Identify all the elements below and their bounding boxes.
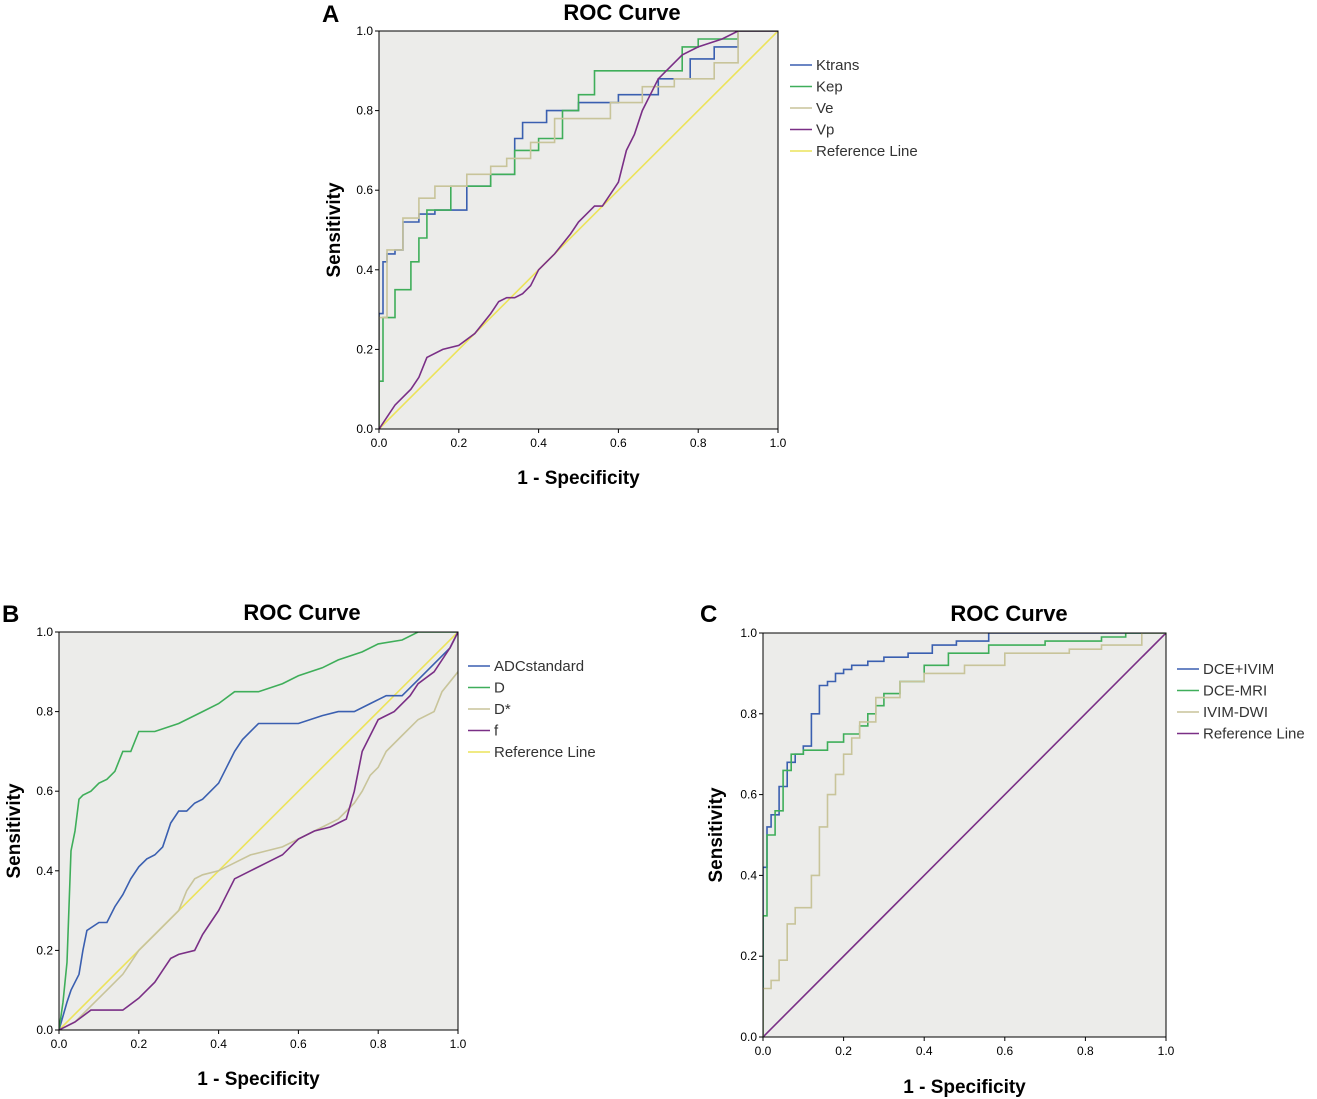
y-tick-label: 0.4 <box>36 864 53 878</box>
legend-entry: IVIM-DWI <box>1203 704 1268 721</box>
x-tick-label: 0.4 <box>210 1037 227 1051</box>
plot-frame <box>58 631 459 1031</box>
legend-entry: Vp <box>816 122 834 139</box>
legend-entry: DCE-MRI <box>1203 683 1267 700</box>
legend-entry: Ve <box>816 100 834 117</box>
series-group <box>763 633 1166 1037</box>
y-tick-label: 0.2 <box>740 949 757 963</box>
y-tick-label: 0.8 <box>36 705 53 719</box>
x-tick-label: 0.8 <box>370 1037 387 1051</box>
y-tick-label: 0.6 <box>36 784 53 798</box>
series-line-reference-line <box>379 31 778 429</box>
x-tick-label: 0.0 <box>51 1037 68 1051</box>
legend: DCE+IVIM DCE-MRI IVIM-DWI Reference Line <box>1177 661 1305 743</box>
x-tick-label: 0.8 <box>690 436 707 450</box>
legend-entry: Reference Line <box>494 744 596 761</box>
legend-entry: D* <box>494 701 511 718</box>
y-tick-label: 0.2 <box>36 943 53 957</box>
legend-entry: ADCstandard <box>494 658 584 675</box>
chart-panel-b: B ROC Curve 0.00.0 0.2 0.2 0.4 0.4 0.6 0.6 0.8 0.8… <box>2 600 596 1090</box>
x-tick-label: 1.0 <box>770 436 787 450</box>
y-tick-label: 0.0 <box>356 422 373 436</box>
x-tick-label: 0.2 <box>130 1037 147 1051</box>
x-tick-label: 1.0 <box>450 1037 467 1051</box>
x-tick-label: 0.8 <box>1077 1044 1094 1058</box>
y-tick-label: 0.4 <box>356 263 373 277</box>
legend-entry: f <box>494 723 499 740</box>
y-tick-label: 1.0 <box>36 625 53 639</box>
x-tick-label: 1.0 <box>1158 1044 1175 1058</box>
y-tick-label: 1.0 <box>356 24 373 38</box>
series-line-dce-ivim <box>763 633 1166 1037</box>
x-axis-label: 1 - Specificity <box>197 1069 320 1090</box>
chart-panel-a: A ROC Curve 0.00.0 0.2 0.2 0.4 0.4 0.6 0.6 0.8 0.8… <box>322 0 918 489</box>
y-tick-label: 0.2 <box>356 342 373 356</box>
x-tick-label: 0.0 <box>755 1044 772 1058</box>
series-line-vp <box>379 31 778 429</box>
series-line-d <box>59 632 458 1030</box>
plot-frame <box>378 30 779 430</box>
series-line-reference-line <box>59 632 458 1030</box>
y-axis-label: Sensitivity <box>4 783 25 878</box>
y-axis-label: Sensitivity <box>706 787 727 882</box>
plot-frame <box>762 632 1167 1038</box>
x-tick-label: 0.4 <box>530 436 547 450</box>
x-tick-label: 0.6 <box>996 1044 1013 1058</box>
legend-entry: D <box>494 680 505 697</box>
y-tick-label: 0.8 <box>356 104 373 118</box>
panel-letter: B <box>2 601 19 628</box>
y-tick-label: 0.8 <box>740 707 757 721</box>
series-line-kep <box>379 31 778 429</box>
x-axis-label: 1 - Specificity <box>517 468 640 489</box>
y-tick-label: 0.6 <box>356 183 373 197</box>
legend: ADCstandard D D* f Reference Line <box>468 658 596 761</box>
legend-entry: Kep <box>816 79 843 96</box>
series-line-dce-mri <box>763 633 1166 1037</box>
chart-title: ROC Curve <box>563 0 680 25</box>
series-line-reference-line <box>763 633 1166 1037</box>
panel-letter: C <box>700 601 717 628</box>
x-tick-label: 0.4 <box>916 1044 933 1058</box>
y-tick-label: 0.4 <box>740 868 757 882</box>
y-axis-label: Sensitivity <box>324 182 345 277</box>
series-line-ve <box>379 31 778 429</box>
legend-entry: DCE+IVIM <box>1203 661 1274 678</box>
x-tick-label: 0.6 <box>290 1037 307 1051</box>
y-tick-label: 0.6 <box>740 788 757 802</box>
series-line-d- <box>59 671 458 1030</box>
y-tick-label: 0.0 <box>740 1030 757 1044</box>
x-tick-label: 0.2 <box>450 436 467 450</box>
legend-entry: Ktrans <box>816 57 859 74</box>
x-tick-label: 0.2 <box>835 1044 852 1058</box>
legend-entry: Reference Line <box>1203 726 1305 743</box>
x-axis-label: 1 - Specificity <box>903 1077 1026 1098</box>
series-group <box>379 31 778 429</box>
y-tick-label: 1.0 <box>740 626 757 640</box>
chart-title: ROC Curve <box>243 600 360 625</box>
x-tick-label: 0.0 <box>371 436 388 450</box>
x-tick-label: 0.6 <box>610 436 627 450</box>
legend-entry: Reference Line <box>816 143 918 160</box>
y-tick-label: 0.0 <box>36 1023 53 1037</box>
panel-letter: A <box>322 1 339 28</box>
series-line-ivim-dwi <box>763 633 1166 1037</box>
chart-title: ROC Curve <box>950 601 1067 626</box>
series-group <box>59 632 458 1030</box>
chart-panel-c: C ROC Curve 0.00.0 0.2 0.2 0.4 0.4 0.6 0.6 0.8 0.8… <box>700 601 1305 1098</box>
series-line-adcstandard <box>59 632 458 1030</box>
legend: Ktrans Kep Ve Vp Reference Line <box>790 57 918 160</box>
series-line-f <box>59 632 458 1030</box>
